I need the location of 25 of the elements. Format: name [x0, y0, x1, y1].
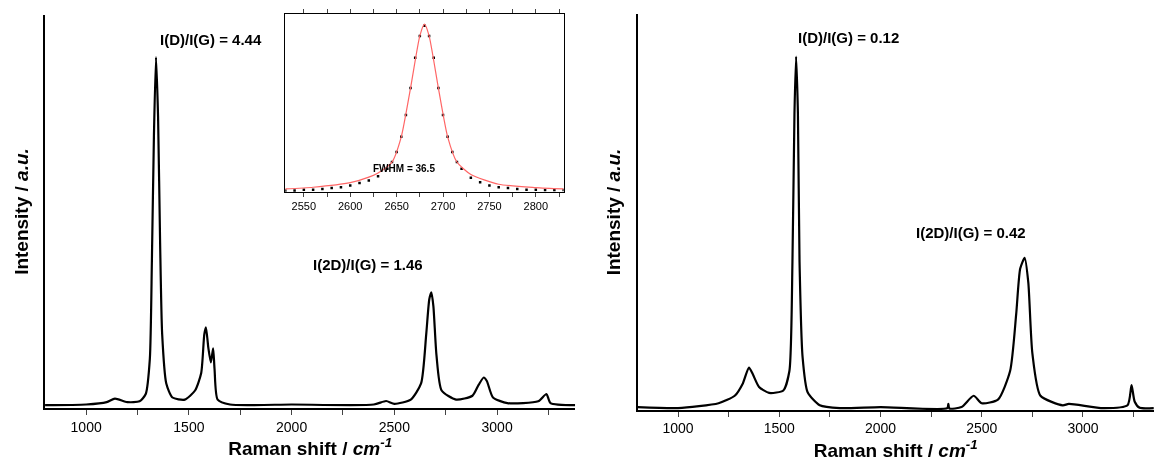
x-tick-label: 1500	[173, 418, 205, 435]
annotation: FWHM = 36.5	[373, 163, 436, 174]
x-tick-label: 1500	[763, 420, 796, 437]
x-axis-title: Raman shift / cm$^{-1}$	[228, 434, 393, 459]
x-tick-label: 3000	[481, 418, 513, 435]
y-axis-title: Intensity / a.u.	[10, 148, 32, 275]
x-tick-label: 2500	[966, 420, 998, 437]
y-axis-title: Intensity / a.u.	[603, 148, 625, 276]
annotation: I(2D)/I(G) = 1.46	[313, 256, 423, 273]
x-tick-label: 2000	[276, 418, 308, 435]
text: I(D)/I(G) = 4.44	[160, 31, 262, 48]
x-tick-label: 2000	[864, 420, 897, 437]
x-tick-label: 3000	[1067, 420, 1099, 437]
annotation: I(2D)/I(G) = 0.42	[916, 224, 1026, 241]
x-tick-label: 1000	[70, 418, 102, 435]
x-tick-label: 2800	[523, 200, 549, 213]
text: I(D)/I(G) = 0.12	[798, 29, 900, 46]
x-tick-label: 2650	[384, 200, 409, 213]
x-tick-label: 2500	[378, 418, 411, 435]
x-tick-label: 2550	[291, 200, 317, 213]
x-tick-label: 2700	[430, 200, 456, 213]
x-tick-label: 1000	[662, 420, 694, 437]
x-tick-label: 2750	[477, 200, 502, 213]
x-axis-title: Raman shift / cm$^{-1}$	[813, 436, 978, 461]
x-tick-label: 2600	[337, 200, 363, 213]
